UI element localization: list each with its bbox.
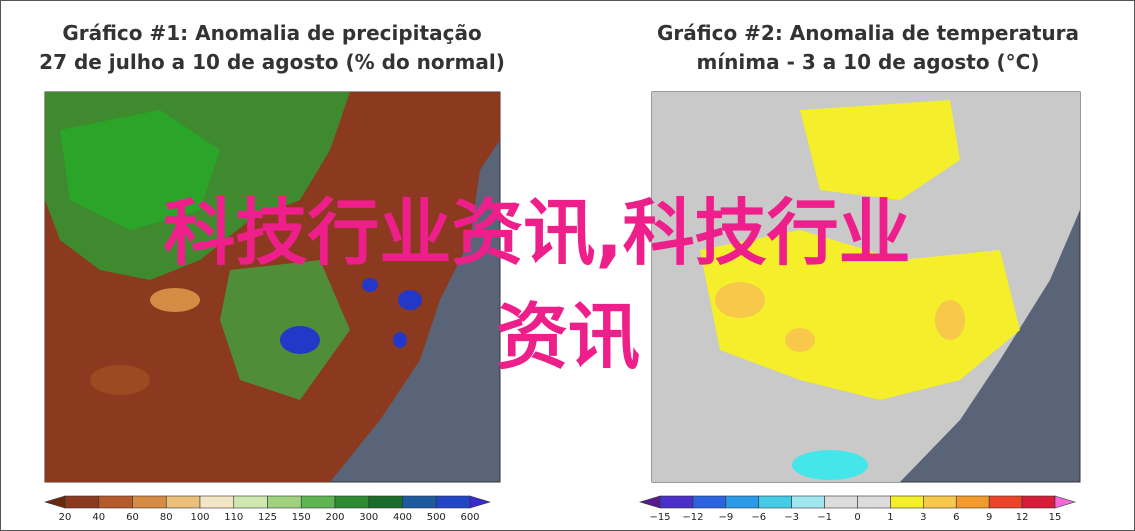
colorbar-label: 3 <box>920 512 926 523</box>
colorbar-label: 80 <box>160 512 173 523</box>
colorbar-segment <box>955 495 990 509</box>
colorbar-label: −6 <box>751 512 766 523</box>
colorbar-segment <box>791 495 825 509</box>
panel-title: Gráfico #1: Anomalia de precipitação <box>62 21 481 45</box>
colorbar-segment <box>132 495 167 509</box>
colorbar-segment <box>659 495 694 509</box>
overlay-text: 科技行业资讯,科技行业 <box>163 191 910 275</box>
colorbar-label: −9 <box>718 512 733 523</box>
colorbar-label: 15 <box>1049 512 1062 523</box>
colorbar-segment <box>300 495 336 509</box>
overlay-text: 资讯 <box>496 295 640 379</box>
colorbar-segment <box>890 495 924 509</box>
colorbar-label: 20 <box>59 512 72 523</box>
colorbar-segment <box>824 495 858 509</box>
colorbar-segment <box>267 495 302 509</box>
colorbar-label: 6 <box>953 512 959 523</box>
colorbar-segment <box>165 495 201 509</box>
colorbar-label: 400 <box>393 512 412 523</box>
precipitation-map <box>44 91 501 483</box>
colorbar-label: −15 <box>649 512 670 523</box>
temperature-map <box>651 91 1081 483</box>
colorbar-segment <box>199 495 235 509</box>
colorbar-segment <box>857 495 891 509</box>
colorbar-label: 100 <box>190 512 209 523</box>
colorbar-label: 150 <box>292 512 311 523</box>
colorbar-label: 9 <box>986 512 992 523</box>
colorbar-label: −3 <box>784 512 799 523</box>
colorbar-label: −1 <box>817 512 832 523</box>
colorbar-label: 12 <box>1016 512 1029 523</box>
colorbar-segment <box>988 495 1023 509</box>
colorbar-arrow <box>469 495 492 509</box>
colorbar-label: 110 <box>224 512 243 523</box>
panel-title: 27 de julho a 10 de agosto (% do normal) <box>39 50 505 74</box>
colorbar-label: 600 <box>460 512 479 523</box>
colorbar-segment <box>725 495 760 509</box>
colorbar-segment <box>64 495 100 509</box>
colorbar-label: 1 <box>887 512 893 523</box>
colorbar-segment <box>435 495 471 509</box>
colorbar-segment <box>368 495 403 509</box>
colorbar-segment <box>402 495 437 509</box>
colorbar-label: 0 <box>854 512 860 523</box>
colorbar-segment <box>692 495 727 509</box>
colorbar-label: 40 <box>92 512 105 523</box>
colorbar-label: 500 <box>427 512 446 523</box>
colorbar-segment <box>98 495 133 509</box>
colorbar-label: 200 <box>325 512 344 523</box>
colorbar-segment <box>923 495 957 509</box>
panel-title: Gráfico #2: Anomalia de temperatura <box>657 21 1079 45</box>
colorbar-label: 60 <box>126 512 139 523</box>
colorbar-label: 300 <box>359 512 378 523</box>
colorbar-label: −12 <box>682 512 703 523</box>
panel-title: mínima - 3 a 10 de agosto (°C) <box>696 50 1039 74</box>
colorbar-segment <box>233 495 268 509</box>
colorbar-segment <box>334 495 370 509</box>
colorbar-arrow <box>1054 495 1077 509</box>
colorbar-label: 125 <box>258 512 277 523</box>
colorbar-segment <box>758 495 792 509</box>
colorbar-segment <box>1021 495 1056 509</box>
